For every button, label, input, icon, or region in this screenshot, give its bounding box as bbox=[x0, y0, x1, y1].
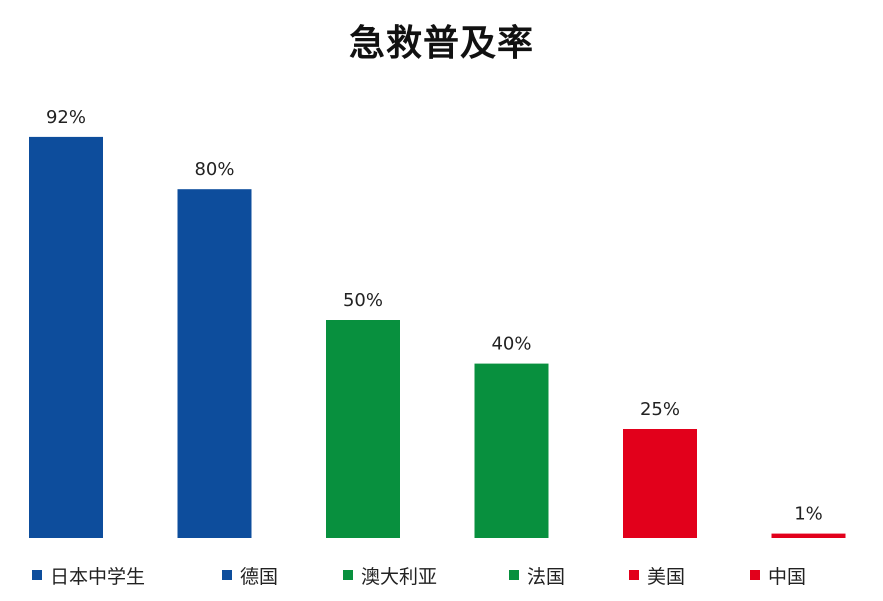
bar-chart: 92% 80% 50% 40% 25% 1% bbox=[29, 107, 846, 538]
legend-swatch bbox=[629, 570, 639, 580]
legend-label: 日本中学生 bbox=[50, 565, 146, 588]
data-label-6: 1% bbox=[794, 504, 823, 525]
legend-label: 澳大利亚 bbox=[361, 565, 438, 588]
legend-swatch bbox=[222, 570, 232, 580]
chart-title: 急救普及率 bbox=[348, 23, 534, 64]
data-label-2: 80% bbox=[194, 159, 234, 180]
legend-item-6: 中国 bbox=[750, 560, 806, 590]
bar-3 bbox=[326, 320, 400, 538]
bar-6 bbox=[771, 533, 846, 538]
legend-item-5: 美国 bbox=[629, 560, 685, 590]
legend-swatch bbox=[343, 570, 353, 580]
legend-swatch bbox=[509, 570, 519, 580]
bar-5 bbox=[623, 429, 697, 538]
legend-item-1: 日本中学生 bbox=[32, 560, 145, 590]
data-label-4: 40% bbox=[491, 334, 531, 355]
legend-item-3: 澳大利亚 bbox=[343, 560, 437, 590]
bar-1 bbox=[29, 136, 103, 538]
data-label-5: 25% bbox=[640, 399, 680, 420]
bar-4 bbox=[474, 363, 549, 538]
legend-swatch bbox=[750, 570, 760, 580]
bar-2 bbox=[177, 189, 252, 538]
legend-label: 美国 bbox=[647, 565, 686, 588]
legend: 日本中学生 德国 澳大利亚 法国 美国 中国 bbox=[0, 560, 883, 590]
legend-item-4: 法国 bbox=[509, 560, 565, 590]
data-label-1: 92% bbox=[46, 107, 86, 128]
legend-swatch bbox=[32, 570, 42, 580]
data-label-3: 50% bbox=[343, 290, 383, 311]
legend-item-2: 德国 bbox=[222, 560, 278, 590]
legend-label: 中国 bbox=[768, 565, 807, 588]
legend-label: 德国 bbox=[240, 565, 279, 588]
legend-label: 法国 bbox=[527, 565, 566, 588]
